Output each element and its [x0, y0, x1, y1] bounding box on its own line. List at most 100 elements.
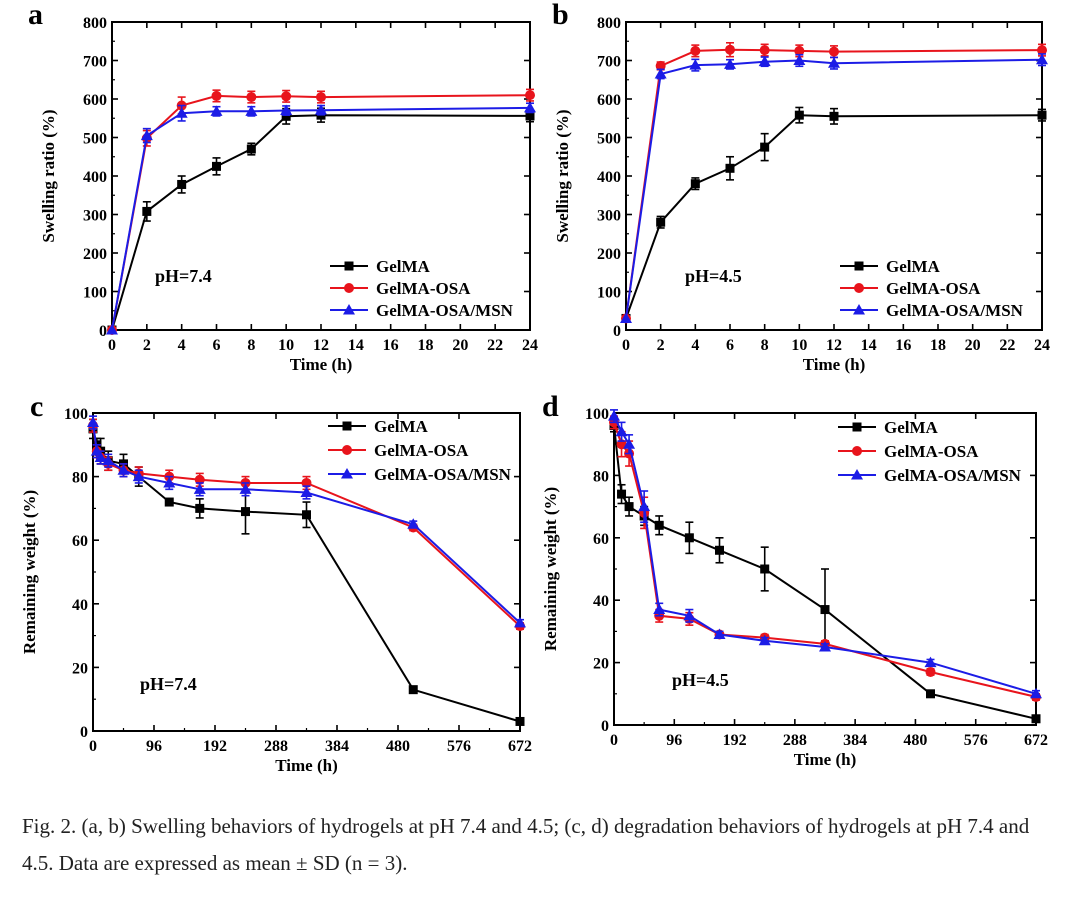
x-tick-label: 24	[1034, 337, 1050, 354]
legend-marker	[342, 421, 352, 431]
series-line	[111, 114, 531, 331]
data-point	[117, 464, 130, 475]
y-tick-label: 300	[83, 208, 107, 225]
y-tick-label: 100	[597, 285, 621, 302]
legend-marker	[854, 261, 864, 271]
data-point	[281, 91, 292, 102]
data-point	[212, 161, 221, 171]
data-point	[302, 510, 311, 520]
y-tick-label: 400	[597, 169, 621, 186]
data-point	[142, 206, 152, 216]
data-point	[713, 628, 726, 640]
legend-label: GelMA	[374, 417, 429, 436]
data-point	[524, 101, 536, 113]
x-tick-label: 20	[965, 337, 981, 354]
chart-panel-d: d 0 96 192 288 384 480 576 672 0 20 40 60 80 100 Time (…	[541, 390, 1048, 769]
y-axis-label: Remaining weight (%)	[541, 487, 560, 651]
data-point	[924, 656, 937, 668]
legend: GelMA GelMA-OSA GelMA-OSA/MSN	[330, 257, 514, 320]
x-tick-label: 18	[930, 337, 946, 354]
x-tick-label: 6	[213, 337, 221, 354]
legend-label: GelMA-OSA	[886, 279, 981, 298]
y-tick-label: 60	[593, 531, 609, 548]
y-tick-label: 100	[585, 406, 609, 423]
y-axis-label: Remaining weight (%)	[20, 490, 39, 654]
x-tick-label: 4	[178, 337, 186, 354]
y-tick-label: 100	[83, 285, 107, 302]
figure-canvas: a0 2 4 6 8 10 12 14 16 18 20 22 24010020030040050060…	[20, 0, 1050, 775]
data-point	[724, 58, 736, 69]
y-tick-label: 800	[597, 15, 621, 32]
series-gelma	[621, 106, 1047, 323]
x-tick-label: 480	[386, 738, 410, 755]
x-tick-label: 10	[791, 337, 807, 354]
ph-annotation: pH=4.5	[672, 670, 729, 690]
x-tick-label: 288	[783, 732, 807, 749]
legend-marker	[344, 283, 354, 293]
legend-label: GelMA-OSA/MSN	[884, 466, 1022, 485]
data-point	[829, 46, 839, 57]
x-tick-label: 6	[726, 337, 734, 354]
series-line	[613, 422, 1037, 698]
legend-label: GelMA	[884, 418, 939, 437]
data-point	[620, 312, 632, 323]
x-tick-label: 576	[964, 732, 988, 749]
legend-marker	[344, 261, 354, 271]
y-tick-label: 0	[80, 724, 88, 741]
y-tick-label: 600	[83, 92, 107, 109]
data-point	[175, 107, 188, 118]
data-point	[794, 110, 804, 120]
x-tick-label: 2	[143, 337, 151, 354]
chart-panel-c: c 0 96 192 288 384 480 576 672 0 20 40 60 80 100 Time (…	[20, 390, 532, 775]
legend-label: GelMA-OSA	[884, 442, 979, 461]
x-tick-label: 12	[313, 337, 329, 354]
x-tick-label: 20	[452, 337, 468, 354]
legend-marker	[853, 304, 865, 315]
x-tick-label: 14	[861, 337, 877, 354]
x-tick-label: 0	[108, 337, 116, 354]
x-tick-label: 672	[508, 738, 532, 755]
y-axis-label: Swelling ratio (%)	[39, 109, 58, 242]
data-point	[514, 616, 526, 628]
legend-marker	[854, 283, 864, 293]
data-point	[94, 451, 107, 463]
x-tick-label: 288	[264, 738, 288, 755]
y-tick-label: 80	[593, 468, 609, 485]
panel-label: c	[30, 390, 43, 423]
panel-label: a	[28, 0, 43, 31]
y-tick-label: 800	[83, 15, 107, 32]
chart-panel-b: b0 2 4 6 8 10 12 14 16 18 20 22 24010020030040050060…	[552, 0, 1050, 374]
legend-label: GelMA-OSA/MSN	[374, 465, 512, 484]
data-point	[690, 45, 701, 56]
data-point	[525, 90, 535, 101]
legend-label: GelMA	[376, 257, 431, 276]
data-point	[239, 483, 252, 494]
data-point	[246, 92, 257, 103]
data-point	[759, 45, 770, 56]
data-point	[163, 476, 176, 488]
data-point	[615, 425, 628, 437]
x-tick-label: 192	[203, 738, 227, 755]
y-tick-label: 400	[83, 169, 107, 186]
data-point	[87, 416, 99, 428]
series-line	[625, 48, 1043, 319]
data-point	[819, 641, 831, 652]
data-point	[211, 90, 222, 101]
y-tick-label: 60	[72, 533, 88, 550]
y-tick-label: 40	[593, 593, 609, 610]
x-tick-label: 96	[666, 732, 682, 749]
legend-label: GelMA	[886, 257, 941, 276]
y-tick-label: 500	[597, 131, 621, 148]
y-tick-label: 0	[601, 718, 609, 735]
series-gelma-osa-msn	[106, 101, 536, 335]
data-point	[793, 54, 806, 65]
data-point	[241, 507, 250, 517]
y-tick-label: 500	[83, 131, 107, 148]
x-tick-label: 18	[418, 337, 434, 354]
data-point	[623, 438, 636, 449]
series-gelma-osa-msn	[608, 409, 1042, 699]
series-line	[625, 58, 1043, 319]
legend-label: GelMA-OSA/MSN	[886, 301, 1024, 320]
series-line	[625, 114, 1043, 319]
data-point	[246, 144, 256, 154]
